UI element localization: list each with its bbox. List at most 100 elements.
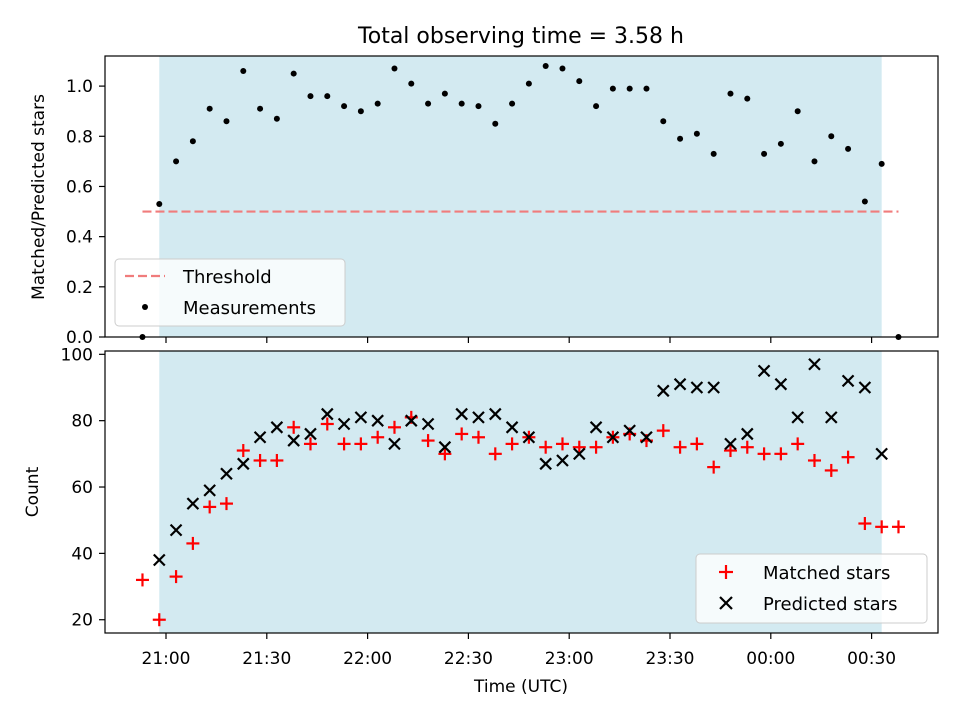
predicted-star-point xyxy=(825,411,838,424)
measurement-point xyxy=(693,130,700,137)
measurement-point xyxy=(357,108,364,115)
x-tick-label: 00:30 xyxy=(847,649,896,669)
matched-star-point xyxy=(673,440,687,454)
bottom-y-tick-label: 60 xyxy=(71,478,93,498)
measurement-point xyxy=(425,100,432,107)
predicted-star-point xyxy=(220,467,233,481)
predicted-star-point xyxy=(337,417,351,431)
matched-star-point xyxy=(589,440,603,454)
matched-star-point xyxy=(152,613,166,627)
measurement-point xyxy=(458,100,465,107)
predicted-star-point xyxy=(388,437,401,451)
predicted-star-point xyxy=(186,497,200,510)
top-legend-box xyxy=(114,258,346,327)
predicted-star-point xyxy=(522,430,536,444)
measurement-point xyxy=(576,78,583,85)
matched-star-point xyxy=(253,453,267,467)
predicted-star-point xyxy=(371,414,384,427)
bottom-y-axis-label: Count xyxy=(23,466,43,517)
top-y-tick-label: 0.6 xyxy=(66,177,93,197)
predicted-star-point xyxy=(539,457,552,471)
predicted-star-point xyxy=(455,407,468,421)
x-tick-label: 23:00 xyxy=(545,649,594,669)
matched-star-point xyxy=(488,447,502,461)
matched-star-point xyxy=(455,427,469,441)
matched-star-point xyxy=(690,437,704,451)
measurement-point xyxy=(677,135,684,142)
top-panel: 0.0 0.2 0.4 0.6 0.8 1.0 Matched/Predicted sta… xyxy=(29,55,939,348)
bottom-panel: 20 40 60 80 100 Count 21:00 21:30 22:00 22:30 23… xyxy=(23,345,939,697)
predicted-star-point xyxy=(505,421,519,434)
measurement-point xyxy=(324,93,331,100)
measurement-point xyxy=(660,118,667,125)
measurement-point xyxy=(761,150,768,157)
measurement-point xyxy=(156,201,163,208)
measurement-point xyxy=(542,63,549,70)
measurement-point xyxy=(223,118,230,125)
matched-star-point xyxy=(337,437,351,451)
matched-star-point xyxy=(757,447,771,461)
measurement-point xyxy=(273,115,280,122)
predicted-star-point xyxy=(589,421,603,434)
matched-star-point xyxy=(824,463,838,477)
matched-star-point xyxy=(505,437,519,451)
top-legend: Threshold Measurements xyxy=(114,258,346,327)
predicted-star-point xyxy=(690,381,704,394)
predicted-star-point xyxy=(405,414,418,427)
bottom-axes-frame xyxy=(104,350,939,634)
matched-star-point xyxy=(387,420,401,434)
predicted-star-point xyxy=(287,434,300,447)
measurement-point xyxy=(777,140,784,147)
matched-star-point xyxy=(572,440,586,454)
measurement-point xyxy=(861,198,868,205)
measurement-point xyxy=(290,70,297,77)
predicted-star-point xyxy=(237,457,250,471)
matched-star-point xyxy=(421,434,435,448)
measurement-point xyxy=(173,158,180,165)
matched-star-point xyxy=(471,430,485,444)
predicted-star-point xyxy=(153,553,166,567)
predicted-star-points xyxy=(153,357,888,567)
top-y-tick-label: 0.4 xyxy=(66,228,93,248)
measurement-point xyxy=(609,85,616,92)
measurement-point xyxy=(559,65,566,72)
top-y-tick-label: 0.2 xyxy=(66,278,93,298)
measurement-point xyxy=(811,158,818,165)
matched-star-point xyxy=(270,453,284,467)
matched-star-point xyxy=(371,430,385,444)
measurement-point xyxy=(794,108,801,115)
matched-star-point xyxy=(875,520,889,534)
predicted-star-point xyxy=(640,430,653,444)
predicted-star-point xyxy=(707,381,720,394)
matched-star-point xyxy=(169,570,183,584)
matched-star-point xyxy=(723,444,737,458)
matched-star-point xyxy=(236,444,250,458)
legend-measurements-swatch xyxy=(142,304,148,310)
x-tick-label: 21:30 xyxy=(242,649,291,669)
predicted-star-point xyxy=(657,384,670,398)
predicted-star-point xyxy=(354,411,368,424)
measurement-point xyxy=(710,150,717,157)
matched-star-point xyxy=(707,460,721,474)
measurement-point xyxy=(626,85,633,92)
predicted-star-point xyxy=(858,381,872,394)
predicted-star-point xyxy=(808,357,821,371)
top-y-tick-label: 0.8 xyxy=(66,127,93,147)
matched-star-point xyxy=(219,497,233,511)
predicted-star-point xyxy=(556,454,569,467)
measurement-point xyxy=(593,103,600,110)
measurement-point xyxy=(525,80,532,87)
predicted-star-point xyxy=(573,447,586,461)
measurement-point xyxy=(374,100,381,107)
legend-measurements-label: Measurements xyxy=(183,298,316,319)
predicted-star-point xyxy=(321,407,334,421)
measurement-point xyxy=(643,85,650,92)
predicted-star-point xyxy=(875,447,888,461)
matched-star-point xyxy=(438,447,452,461)
bottom-y-tick-label: 20 xyxy=(71,611,93,631)
legend-matched-swatch xyxy=(719,565,733,579)
matched-star-point xyxy=(555,437,569,451)
x-tick-label: 22:00 xyxy=(343,649,392,669)
predicted-star-point xyxy=(791,411,804,424)
measurement-point xyxy=(845,145,852,152)
